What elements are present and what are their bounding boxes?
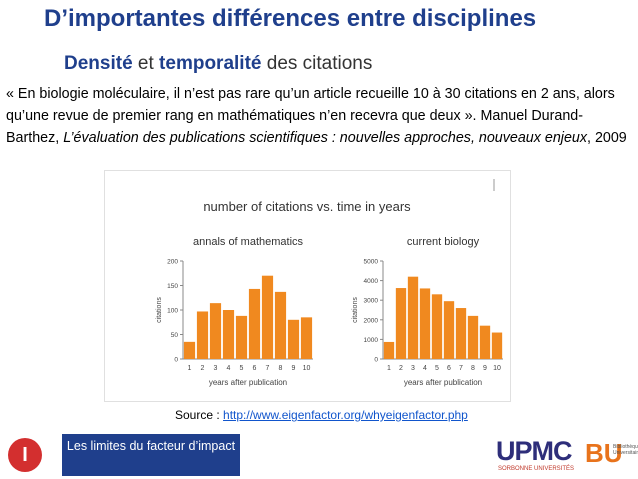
chart1-y-tick-label-0: 0: [174, 357, 178, 364]
chart1-title: annals of mathematics: [193, 236, 304, 248]
chart2-bar-5: [431, 294, 443, 359]
chart2-x-tick-label-3: 3: [411, 365, 415, 372]
bu-logo: BU Bibliothèque Universitaire: [585, 438, 638, 472]
quote-main: « En biologie moléculaire, il n’est pas …: [6, 86, 615, 146]
chart2-y-tick-label-0: 0: [374, 357, 378, 364]
source-link[interactable]: http://www.eigenfactor.org/whyeigenfacto…: [223, 408, 468, 422]
chart1-bar-10: [300, 317, 313, 359]
chart2-x-tick-label-9: 9: [483, 365, 487, 372]
chart2-x-tick-label-1: 1: [387, 365, 391, 372]
chart1-bar-5: [235, 315, 248, 359]
chart-svg: number of citations vs. time in years an…: [156, 179, 503, 387]
chart2-y-label: citations: [352, 297, 359, 323]
footer-bar: Les limites du facteur d’impact: [0, 434, 240, 476]
chart2-x-tick-label-2: 2: [399, 365, 403, 372]
chart2-bar-6: [443, 301, 455, 359]
upmc-logo: UPMC SORBONNE UNIVERSITÉS: [496, 436, 578, 476]
chart2-title: current biology: [407, 236, 480, 248]
chart1-bar-6: [248, 288, 261, 359]
chart1-x-tick-label-6: 6: [253, 365, 257, 372]
chart1-bar-2: [196, 311, 209, 359]
chart2-x-tick-label-8: 8: [471, 365, 475, 372]
chart1-x-tick-label-4: 4: [227, 365, 231, 372]
source-line: Source : http://www.eigenfactor.org/whye…: [175, 408, 468, 422]
chart2-bar-7: [455, 308, 467, 359]
chart1-y-label: citations: [156, 297, 163, 323]
chart1-bar-9: [287, 319, 300, 359]
chart2-bar-1: [383, 341, 395, 359]
chart2-bar-10: [491, 332, 503, 359]
quote-book-title: L’évaluation des publications scientifiq…: [63, 130, 587, 146]
chart2-bar-3: [407, 276, 419, 359]
source-label: Source :: [175, 408, 224, 422]
chart2-x-tick-label-4: 4: [423, 365, 427, 372]
upmc-logo-subtext: SORBONNE UNIVERSITÉS: [498, 466, 575, 472]
chart1-bar-7: [261, 275, 274, 359]
chart1-x-tick-label-8: 8: [279, 365, 283, 372]
chart1-x-tick-label-5: 5: [240, 365, 244, 372]
chart1-x-tick-label-3: 3: [214, 365, 218, 372]
subtitle-and: et: [132, 53, 160, 74]
chart2-y-tick-label-2: 2000: [364, 317, 379, 324]
chart-main-title: number of citations vs. time in years: [203, 199, 411, 214]
bu-logo-text: BU: [585, 438, 623, 468]
slide-title: D’importantes différences entre discipli…: [44, 5, 537, 32]
subtitle-temporality: temporalité: [159, 53, 262, 74]
chart1-x-label: years after publication: [209, 378, 287, 387]
quote-year: , 2009: [587, 130, 627, 146]
chart1-bar-8: [274, 291, 287, 359]
footer-section-label: Les limites du facteur d’impact: [66, 439, 236, 453]
section-number-badge: I: [8, 438, 42, 472]
slide-subtitle: Densité et temporalité des citations: [64, 53, 372, 75]
chart2-x-tick-label-5: 5: [435, 365, 439, 372]
subtitle-rest: des citations: [261, 53, 373, 74]
chart1-x-tick-label-7: 7: [266, 365, 270, 372]
chart1-x-tick-label-9: 9: [292, 365, 296, 372]
chart2-y-tick-label-3: 3000: [364, 298, 379, 305]
chart2-y-tick-label-1: 1000: [364, 337, 379, 344]
upmc-logo-text: UPMC: [496, 436, 572, 466]
chart2-bar-4: [419, 288, 431, 359]
chart2-x-tick-label-7: 7: [459, 365, 463, 372]
chart2-x-tick-label-6: 6: [447, 365, 451, 372]
chart2-bar-2: [395, 288, 407, 359]
chart2-bar-8: [467, 315, 479, 359]
chart2-x-tick-label-10: 10: [493, 365, 501, 372]
chart2-x-label: years after publication: [404, 378, 482, 387]
subtitle-density: Densité: [64, 53, 133, 74]
chart1-x-tick-label-2: 2: [201, 365, 205, 372]
chart1-bar-3: [209, 303, 222, 359]
chart2-bar-9: [479, 325, 491, 359]
chart1-x-tick-label-1: 1: [188, 365, 192, 372]
chart1-x-tick-label-10: 10: [303, 365, 311, 372]
chart1-y-tick-label-4: 200: [167, 259, 178, 266]
chart1-y-tick-label-3: 150: [167, 283, 178, 290]
chart2-y-tick-label-5: 5000: [364, 259, 379, 266]
bu-logo-subtext: Bibliothèque Universitaire: [613, 444, 638, 456]
chart1-bar-1: [183, 341, 196, 359]
chart1-y-tick-label-1: 50: [171, 332, 179, 339]
chart1-bar-4: [222, 310, 235, 359]
chart2-y-tick-label-4: 4000: [364, 278, 379, 285]
footer-section-box[interactable]: [62, 434, 240, 476]
chart1-y-tick-label-2: 100: [167, 308, 178, 315]
chart-figure: number of citations vs. time in years an…: [104, 170, 511, 402]
quote-block: « En biologie moléculaire, il n’est pas …: [6, 83, 636, 149]
